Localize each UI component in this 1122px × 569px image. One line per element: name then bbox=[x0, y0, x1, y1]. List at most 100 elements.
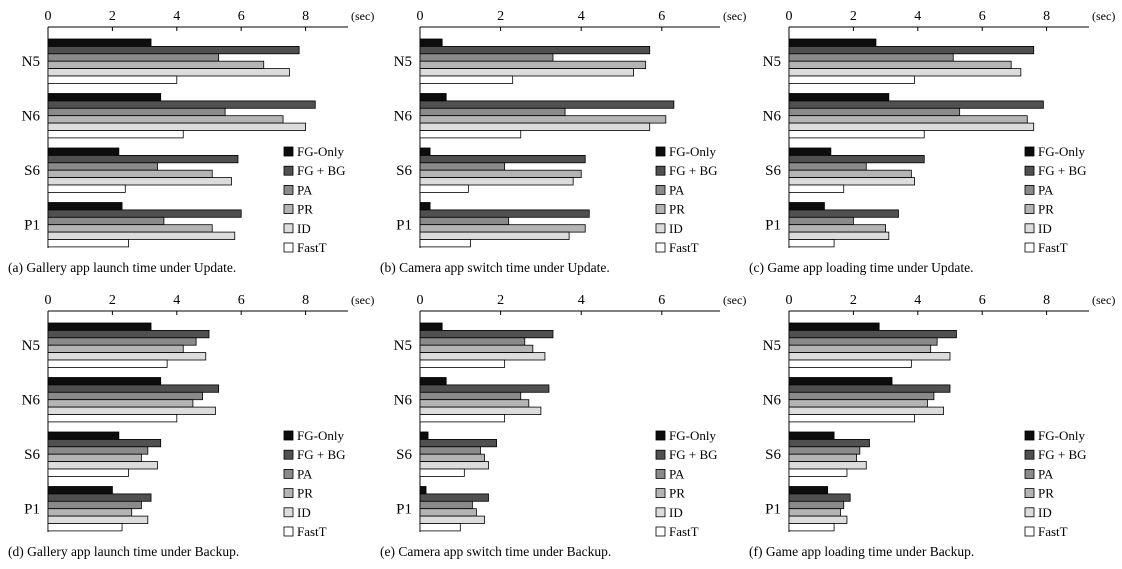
legend-swatch bbox=[283, 468, 294, 479]
category-label: N5 bbox=[22, 54, 40, 70]
bar bbox=[419, 399, 530, 408]
bar bbox=[788, 406, 944, 415]
bar bbox=[419, 107, 566, 117]
bar bbox=[788, 231, 890, 240]
x-tick-label: 0 bbox=[417, 293, 424, 308]
legend-swatch bbox=[1024, 165, 1035, 176]
legend-swatch bbox=[655, 430, 666, 441]
bar bbox=[788, 177, 915, 186]
bar bbox=[788, 337, 938, 346]
legend-swatch bbox=[655, 242, 666, 253]
category-label: S6 bbox=[765, 163, 781, 179]
legend-swatch bbox=[655, 184, 666, 195]
bar bbox=[47, 107, 226, 117]
bar bbox=[47, 231, 236, 240]
x-tick-label: 0 bbox=[786, 293, 793, 308]
chart-panel-e: 0 2 4 6 (sec) N5 N6 S6 P1 FG-Only FG + BG PA PR ID Fas… bbox=[380, 293, 746, 559]
x-unit-label: (sec) bbox=[723, 293, 746, 307]
bar bbox=[788, 438, 870, 448]
bar bbox=[47, 60, 265, 70]
x-tick-label: 8 bbox=[1043, 9, 1050, 24]
x-tick-label: 4 bbox=[578, 9, 585, 24]
bar bbox=[419, 406, 542, 415]
bar bbox=[419, 231, 570, 240]
legend-swatch bbox=[283, 242, 294, 253]
bar bbox=[419, 130, 522, 139]
x-tick-label: 0 bbox=[45, 293, 52, 308]
bar bbox=[419, 46, 651, 55]
bar bbox=[419, 486, 427, 495]
legend-label: ID bbox=[1038, 505, 1052, 520]
legend-swatch bbox=[655, 146, 666, 157]
legend-label: FG-Only bbox=[669, 144, 716, 159]
bar bbox=[47, 337, 197, 346]
bar bbox=[419, 202, 431, 211]
category-label: P1 bbox=[765, 502, 781, 518]
chart-panel-c: 0 2 4 6 8 (sec) N5 N6 S6 P1 FG-Only FG + BG PA PR ID Fa… bbox=[749, 9, 1115, 275]
bar bbox=[788, 154, 925, 164]
bar bbox=[419, 147, 431, 156]
x-tick-label: 6 bbox=[238, 293, 245, 308]
legend-swatch bbox=[655, 468, 666, 479]
x-tick-label: 6 bbox=[658, 9, 665, 24]
x-tick-label: 6 bbox=[238, 9, 245, 24]
bar bbox=[788, 53, 954, 62]
category-label: N5 bbox=[763, 54, 781, 70]
bar bbox=[419, 414, 506, 423]
bar bbox=[419, 169, 582, 178]
bar bbox=[419, 38, 443, 47]
bar bbox=[788, 453, 858, 463]
bar bbox=[788, 122, 1035, 131]
bar bbox=[788, 107, 961, 117]
bar bbox=[788, 508, 841, 517]
legend-swatch bbox=[655, 488, 666, 499]
bar bbox=[419, 359, 506, 368]
category-label: P1 bbox=[24, 502, 40, 518]
category-label: P1 bbox=[24, 218, 40, 234]
legend-swatch bbox=[655, 223, 666, 234]
chart-panel-b: 0 2 4 6 (sec) N5 N6 S6 P1 FG-Only FG + BG PA PR ID Fas… bbox=[380, 9, 746, 275]
legend-label: PA bbox=[669, 466, 685, 481]
bar bbox=[419, 438, 497, 448]
x-tick-label: 8 bbox=[1043, 293, 1050, 308]
bar bbox=[47, 468, 129, 477]
bar bbox=[47, 399, 194, 408]
bar bbox=[419, 508, 477, 517]
bar bbox=[788, 46, 1035, 55]
bar bbox=[788, 147, 832, 156]
legend-label: ID bbox=[669, 221, 683, 236]
category-label: N5 bbox=[763, 338, 781, 354]
legend-label: FG + BG bbox=[297, 447, 346, 462]
bar bbox=[788, 414, 915, 423]
bar bbox=[788, 523, 835, 532]
bar bbox=[47, 446, 149, 455]
legend-label: FG + BG bbox=[669, 447, 718, 462]
x-tick-label: 0 bbox=[417, 9, 424, 24]
legend-swatch bbox=[1024, 468, 1035, 479]
x-tick-label: 2 bbox=[497, 293, 504, 308]
bar bbox=[47, 100, 316, 109]
legend-label: FastT bbox=[669, 524, 699, 539]
x-unit-label: (sec) bbox=[1092, 9, 1115, 23]
category-label: P1 bbox=[396, 218, 412, 234]
bar bbox=[47, 162, 158, 171]
legend-swatch bbox=[655, 449, 666, 460]
bar bbox=[788, 493, 851, 502]
bar bbox=[419, 344, 534, 354]
bar bbox=[788, 100, 1044, 109]
bar bbox=[47, 508, 133, 517]
category-label: N6 bbox=[22, 393, 41, 409]
bar bbox=[47, 68, 290, 77]
bar bbox=[47, 431, 120, 440]
bar bbox=[47, 46, 300, 55]
bar bbox=[47, 184, 126, 193]
category-label: N5 bbox=[22, 338, 40, 354]
x-tick-label: 2 bbox=[109, 293, 116, 308]
legend-swatch bbox=[1024, 488, 1035, 499]
legend-swatch bbox=[655, 204, 666, 215]
legend-label: FastT bbox=[297, 240, 327, 255]
panel-caption: (f) Game app loading time under Backup. bbox=[749, 544, 974, 559]
legend-swatch bbox=[283, 526, 294, 537]
bar bbox=[788, 329, 957, 339]
